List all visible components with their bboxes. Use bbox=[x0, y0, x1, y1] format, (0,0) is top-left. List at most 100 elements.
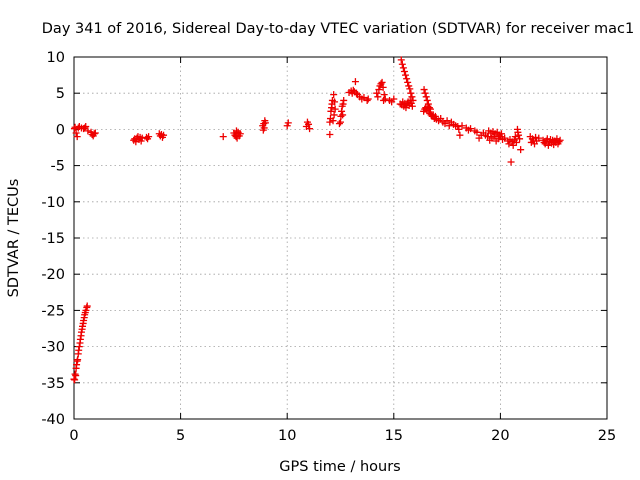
y-tick-label: -5 bbox=[51, 159, 65, 175]
data-point bbox=[497, 130, 505, 138]
data-point bbox=[339, 111, 347, 119]
data-point bbox=[236, 130, 244, 138]
data-point bbox=[90, 130, 98, 138]
y-tick-label: -20 bbox=[41, 267, 65, 283]
data-point bbox=[375, 86, 383, 94]
data-point bbox=[403, 75, 411, 83]
data-point bbox=[517, 146, 525, 154]
y-tick-label: -35 bbox=[41, 376, 65, 392]
data-point bbox=[72, 372, 80, 380]
data-point bbox=[404, 78, 412, 86]
data-point bbox=[73, 133, 81, 141]
y-tick-label: -10 bbox=[41, 195, 65, 211]
data-point bbox=[420, 86, 428, 94]
x-tick-label: 15 bbox=[385, 428, 403, 444]
data-point bbox=[160, 131, 168, 139]
y-tick-label: -40 bbox=[41, 412, 65, 428]
data-point bbox=[335, 120, 343, 128]
y-tick-label: 10 bbox=[47, 50, 65, 66]
data-point bbox=[83, 302, 91, 310]
data-point bbox=[330, 91, 338, 99]
data-point bbox=[532, 133, 540, 141]
x-tick-label: 20 bbox=[491, 428, 509, 444]
y-tick-label: -25 bbox=[41, 303, 65, 319]
data-point bbox=[145, 133, 153, 141]
data-point bbox=[306, 125, 314, 133]
y-tick-label: -15 bbox=[41, 231, 65, 247]
data-point bbox=[507, 158, 515, 166]
data-point bbox=[82, 123, 90, 131]
data-point bbox=[352, 89, 360, 97]
data-point bbox=[305, 120, 313, 128]
data-point bbox=[380, 91, 388, 99]
axis-ticks: 0 5 10 15 20 25 10 5 0 -5 -10 -15 -20 -25 -30 -35 -40 bbox=[41, 50, 616, 444]
data-point bbox=[330, 111, 338, 119]
data-point bbox=[72, 129, 80, 137]
data-point bbox=[326, 130, 334, 138]
data-point bbox=[284, 119, 292, 127]
data-point bbox=[424, 100, 432, 108]
data-point bbox=[402, 71, 410, 79]
data-point bbox=[390, 95, 398, 103]
data-point bbox=[409, 96, 417, 104]
x-tick-label: 25 bbox=[598, 428, 616, 444]
data-point bbox=[422, 93, 430, 101]
data-point bbox=[379, 83, 387, 91]
data-point bbox=[555, 138, 563, 146]
data-point bbox=[351, 78, 359, 86]
data-point bbox=[407, 89, 415, 97]
data-point bbox=[374, 93, 382, 101]
x-tick-label: 5 bbox=[176, 428, 185, 444]
data-point bbox=[378, 78, 386, 86]
data-point bbox=[473, 128, 481, 136]
data-point bbox=[516, 135, 524, 143]
x-axis-label: GPS time / hours bbox=[279, 459, 400, 475]
data-point bbox=[91, 129, 99, 137]
data-point bbox=[484, 133, 492, 141]
data-point bbox=[443, 117, 451, 125]
data-point bbox=[364, 95, 372, 103]
data-point bbox=[84, 127, 92, 135]
chart-title: Day 341 of 2016, Sidereal Day-to-day VTE… bbox=[42, 21, 634, 37]
data-point bbox=[511, 133, 519, 141]
data-point bbox=[340, 96, 348, 104]
data-point bbox=[400, 67, 408, 75]
data-point bbox=[455, 125, 463, 133]
data-point bbox=[515, 131, 523, 139]
y-tick-label: 5 bbox=[56, 86, 65, 102]
data-point bbox=[363, 96, 371, 104]
data-point bbox=[467, 125, 475, 133]
data-point bbox=[329, 117, 337, 125]
data-point bbox=[397, 56, 405, 64]
data-point bbox=[399, 64, 407, 72]
data-point bbox=[398, 60, 406, 68]
data-point bbox=[261, 119, 269, 127]
plot-frame bbox=[73, 56, 608, 420]
data-point bbox=[437, 115, 445, 123]
data-point bbox=[331, 105, 339, 113]
data-points bbox=[70, 56, 564, 384]
data-point bbox=[445, 122, 453, 130]
data-point bbox=[377, 80, 385, 88]
data-point bbox=[456, 131, 464, 139]
data-point bbox=[373, 89, 381, 97]
y-axis-label: SDTVAR / TECUs bbox=[6, 179, 22, 298]
data-point bbox=[71, 123, 79, 131]
data-point bbox=[260, 124, 268, 132]
data-point bbox=[406, 85, 414, 93]
grid-lines bbox=[74, 57, 607, 419]
data-point bbox=[219, 133, 227, 141]
data-point bbox=[408, 93, 416, 101]
data-point bbox=[535, 134, 543, 142]
data-point bbox=[458, 122, 466, 130]
data-point bbox=[138, 134, 146, 142]
x-tick-label: 0 bbox=[69, 428, 78, 444]
data-point bbox=[381, 95, 389, 103]
data-point bbox=[421, 89, 429, 97]
x-tick-label: 10 bbox=[278, 428, 296, 444]
y-tick-label: -30 bbox=[41, 340, 65, 356]
data-point bbox=[331, 98, 339, 106]
data-point bbox=[556, 136, 564, 144]
data-point bbox=[512, 138, 520, 146]
